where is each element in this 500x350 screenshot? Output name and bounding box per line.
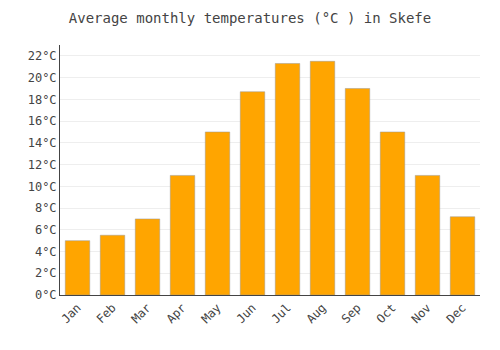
svg-text:22°C: 22°C — [28, 49, 57, 63]
svg-text:14°C: 14°C — [28, 136, 57, 150]
svg-text:Mar: Mar — [129, 301, 154, 326]
svg-text:18°C: 18°C — [28, 93, 57, 107]
svg-text:Jul: Jul — [269, 301, 294, 326]
svg-text:Apr: Apr — [164, 301, 189, 326]
svg-text:Nov: Nov — [409, 301, 434, 326]
svg-text:Oct: Oct — [374, 301, 399, 326]
svg-text:Dec: Dec — [444, 301, 469, 326]
svg-text:4°C: 4°C — [35, 245, 57, 259]
svg-text:6°C: 6°C — [35, 223, 57, 237]
svg-text:Jan: Jan — [59, 301, 84, 326]
svg-text:8°C: 8°C — [35, 201, 57, 215]
svg-text:0°C: 0°C — [35, 288, 57, 302]
svg-text:Aug: Aug — [304, 301, 329, 326]
svg-text:20°C: 20°C — [28, 71, 57, 85]
svg-text:2°C: 2°C — [35, 266, 57, 280]
svg-text:12°C: 12°C — [28, 158, 57, 172]
svg-text:10°C: 10°C — [28, 180, 57, 194]
svg-text:Average monthly temperatures (: Average monthly temperatures (°C ) in Sk… — [69, 10, 431, 26]
svg-text:Feb: Feb — [94, 301, 119, 326]
svg-text:Jun: Jun — [234, 301, 259, 326]
svg-text:May: May — [199, 301, 224, 326]
svg-text:16°C: 16°C — [28, 114, 57, 128]
svg-text:Sep: Sep — [339, 301, 364, 326]
